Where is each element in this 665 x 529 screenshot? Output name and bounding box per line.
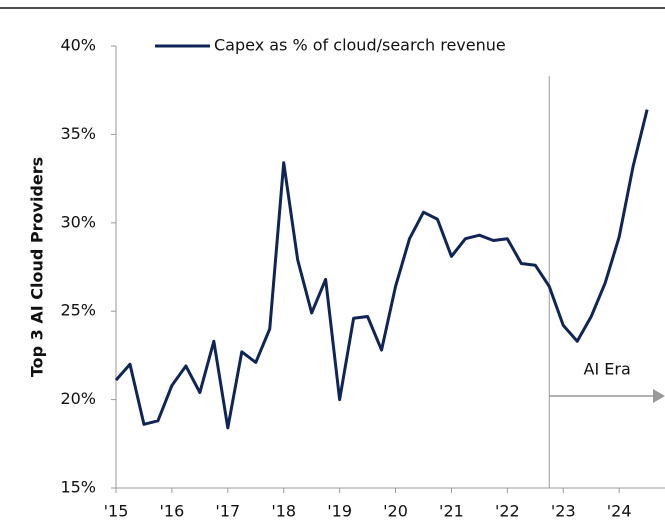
- x-tick-label: '16: [160, 502, 185, 521]
- x-tick-label: '20: [383, 502, 408, 521]
- ai-era-arrowhead: [653, 389, 665, 403]
- y-tick-label: 15%: [60, 478, 96, 497]
- y-tick-label: 20%: [60, 389, 96, 408]
- legend-label: Capex as % of cloud/search revenue: [214, 36, 506, 55]
- x-tick-label: '22: [495, 502, 520, 521]
- x-tick-label: '23: [551, 502, 576, 521]
- x-tick-label: '24: [607, 502, 632, 521]
- ai-era-label: AI Era: [584, 360, 631, 379]
- x-tick-label: '17: [215, 502, 240, 521]
- y-tick-label: 35%: [60, 124, 96, 143]
- y-tick-label: 25%: [60, 301, 96, 320]
- series-line: [114, 109, 649, 430]
- x-tick-label: '15: [104, 502, 129, 521]
- x-tick-label: '18: [271, 502, 296, 521]
- y-axis-title: Top 3 AI Cloud Providers: [28, 157, 47, 377]
- x-tick-label: '19: [327, 502, 352, 521]
- y-tick-label: 40%: [60, 36, 96, 55]
- y-tick-label: 30%: [60, 212, 96, 231]
- x-tick-label: '21: [439, 502, 464, 521]
